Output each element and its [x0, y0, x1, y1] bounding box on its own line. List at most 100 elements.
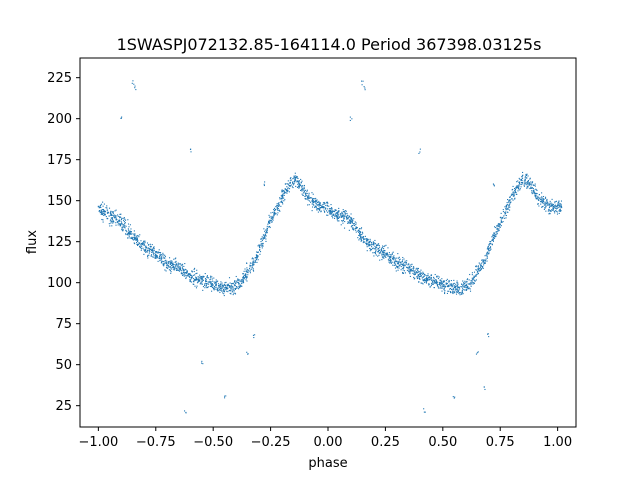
- data-point: [510, 201, 512, 203]
- data-point: [507, 199, 509, 201]
- data-point: [122, 219, 125, 221]
- data-point: [201, 281, 203, 283]
- data-point: [370, 244, 372, 246]
- data-point: [515, 186, 518, 188]
- data-point: [140, 242, 143, 245]
- data-point: [149, 245, 151, 247]
- data-point: [174, 266, 176, 268]
- data-point: [355, 223, 357, 226]
- data-point: [183, 265, 185, 267]
- data-point: [292, 178, 294, 180]
- data-point: [476, 269, 478, 271]
- data-point: [381, 246, 383, 249]
- data-point: [314, 201, 316, 203]
- data-point: [200, 282, 203, 284]
- data-point: [521, 183, 523, 185]
- data-point: [406, 263, 408, 265]
- data-point: [442, 286, 444, 288]
- data-point: [390, 254, 392, 256]
- data-point: [454, 291, 456, 293]
- data-point: [315, 200, 317, 202]
- data-point: [302, 194, 304, 196]
- data-point: [430, 279, 432, 281]
- data-point: [287, 183, 290, 185]
- data-point: [333, 217, 336, 219]
- data-point: [330, 208, 332, 210]
- outlier-point: [454, 396, 456, 398]
- data-point: [155, 256, 157, 258]
- data-point: [348, 221, 350, 224]
- data-point: [450, 284, 452, 286]
- data-point: [318, 209, 320, 211]
- data-point: [232, 286, 234, 288]
- data-point: [262, 238, 264, 240]
- data-point: [112, 221, 114, 223]
- data-point: [331, 207, 333, 210]
- data-point: [264, 234, 266, 236]
- data-point: [176, 263, 178, 265]
- data-point: [434, 282, 436, 284]
- data-point: [374, 242, 376, 244]
- data-point: [432, 283, 434, 285]
- data-point: [426, 280, 428, 282]
- data-point: [348, 220, 351, 222]
- data-point: [549, 213, 551, 215]
- data-point: [541, 206, 543, 208]
- data-point: [184, 275, 186, 277]
- data-point: [197, 281, 199, 283]
- data-point: [139, 242, 141, 244]
- data-point: [436, 281, 438, 283]
- data-point: [276, 204, 278, 207]
- data-point: [196, 278, 198, 280]
- data-point: [558, 204, 560, 206]
- x-tick-label: −0.50: [193, 435, 233, 450]
- data-point: [328, 213, 330, 215]
- data-point: [376, 246, 378, 249]
- data-point: [297, 186, 299, 188]
- data-point: [346, 218, 348, 220]
- data-point: [530, 186, 532, 188]
- data-point: [386, 254, 388, 256]
- data-point: [400, 269, 402, 271]
- data-point: [270, 220, 272, 222]
- data-point: [352, 219, 354, 221]
- data-point: [120, 218, 123, 220]
- data-point: [523, 183, 525, 185]
- data-point: [342, 211, 344, 213]
- outlier-point: [419, 148, 421, 150]
- data-point: [188, 273, 190, 275]
- data-point: [159, 260, 161, 262]
- data-point: [110, 217, 112, 219]
- data-point: [476, 265, 478, 267]
- data-point: [284, 199, 286, 201]
- data-point: [259, 253, 261, 255]
- data-point: [390, 255, 392, 257]
- data-point: [462, 284, 464, 286]
- data-point: [354, 228, 356, 230]
- data-point: [234, 288, 236, 290]
- data-point: [516, 186, 518, 188]
- data-point: [477, 268, 479, 270]
- data-point: [402, 264, 404, 266]
- data-point: [381, 256, 383, 258]
- data-point: [160, 257, 162, 259]
- data-point: [139, 247, 142, 249]
- data-point: [425, 278, 427, 280]
- data-point: [112, 222, 114, 224]
- data-point: [162, 264, 164, 266]
- data-point: [369, 241, 371, 243]
- data-point: [160, 258, 163, 260]
- data-point: [297, 177, 299, 180]
- data-point: [262, 245, 264, 247]
- data-point: [384, 250, 386, 252]
- data-point: [207, 281, 209, 283]
- data-point: [458, 292, 460, 295]
- data-point: [175, 257, 177, 259]
- data-point: [181, 266, 183, 268]
- data-point: [482, 267, 484, 269]
- data-point: [346, 215, 348, 217]
- data-point: [202, 289, 204, 291]
- data-point: [282, 196, 284, 198]
- data-point: [506, 202, 508, 204]
- data-point: [162, 254, 164, 256]
